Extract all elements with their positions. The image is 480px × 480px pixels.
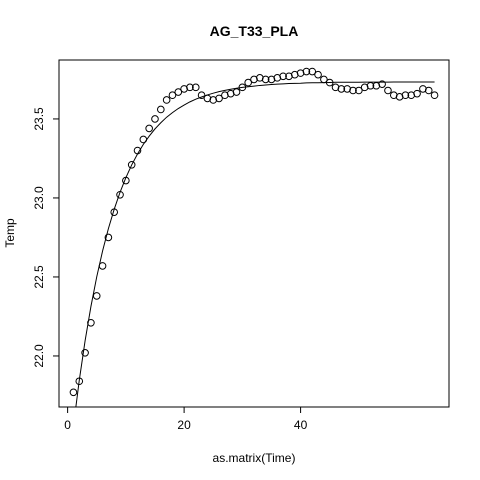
point [162, 96, 171, 104]
point [186, 83, 194, 92]
point [244, 78, 252, 87]
point [69, 388, 78, 397]
plot-frame [58, 59, 450, 408]
y-tick-label: 23.0 [32, 186, 46, 210]
point [104, 233, 113, 242]
point [81, 349, 89, 357]
point [145, 124, 153, 133]
point [424, 86, 433, 95]
point [174, 88, 183, 96]
point [401, 91, 410, 100]
point [215, 94, 223, 103]
chart-title: AG_T33_PLA [210, 23, 299, 39]
point [87, 318, 95, 327]
point [151, 115, 159, 123]
point [349, 86, 357, 95]
point [157, 105, 165, 114]
x-tick-label: 40 [294, 418, 308, 432]
point [337, 85, 346, 93]
x-tick-label: 0 [64, 418, 71, 432]
point [413, 89, 421, 98]
point [191, 83, 200, 92]
point [127, 160, 136, 169]
y-axis-label: Temp [3, 218, 17, 248]
point [355, 86, 363, 95]
point [384, 86, 392, 95]
y-tick-label: 23.5 [32, 107, 46, 131]
x-tick-label: 20 [177, 418, 191, 432]
point [261, 75, 270, 84]
point [302, 67, 311, 76]
point [378, 80, 386, 88]
y-tick-label: 22.5 [32, 265, 46, 289]
x-axis-label: as.matrix(Time) [213, 451, 296, 465]
point [168, 91, 177, 100]
y-tick-label: 22.0 [32, 344, 46, 368]
point [279, 72, 287, 81]
point [430, 91, 439, 100]
point [314, 70, 322, 79]
point [308, 67, 317, 76]
fit-line [75, 81, 435, 407]
point [197, 91, 206, 100]
